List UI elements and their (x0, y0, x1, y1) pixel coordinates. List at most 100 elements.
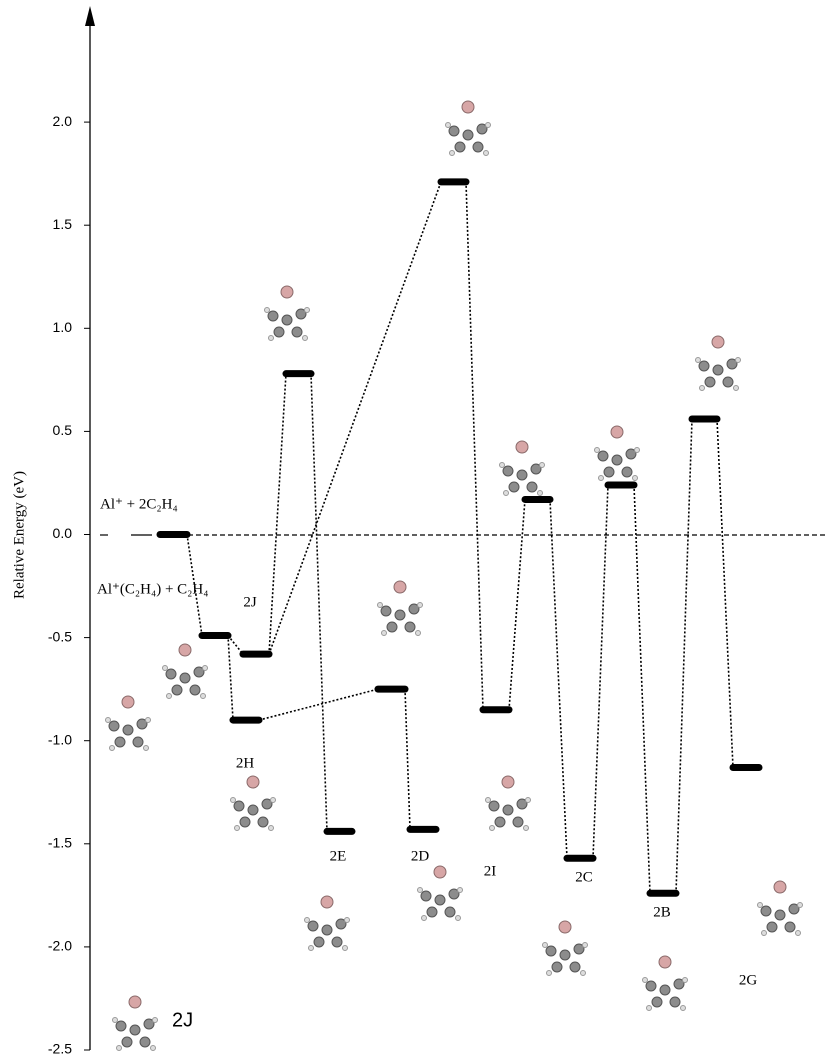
atom (146, 718, 151, 723)
atom (123, 725, 133, 735)
y-tick-label: 1.0 (53, 319, 73, 335)
atom (281, 286, 293, 298)
atom (473, 142, 483, 152)
atom (305, 308, 310, 313)
atom (683, 978, 688, 983)
atom (543, 943, 548, 948)
molecule (446, 101, 491, 156)
atom (113, 1018, 118, 1023)
level-label: 2J (243, 594, 257, 610)
atom (595, 448, 600, 453)
atom (235, 826, 240, 831)
atom (622, 467, 632, 477)
atom (559, 921, 571, 933)
atom (785, 922, 795, 932)
atom (713, 365, 723, 375)
atom (144, 746, 149, 751)
atom (652, 997, 662, 1007)
atom (458, 888, 463, 893)
atom (517, 470, 527, 480)
atom (248, 805, 258, 815)
connector (717, 419, 733, 767)
atom (117, 1046, 122, 1051)
atom (269, 336, 274, 341)
atom (699, 361, 709, 371)
atom (670, 997, 680, 1007)
atom (201, 694, 206, 699)
atom (240, 817, 250, 827)
y-tick-label: -0.5 (48, 628, 72, 644)
atom (660, 985, 670, 995)
annotation: 2J (172, 1009, 193, 1031)
axis-arrow (85, 6, 95, 26)
atom (166, 669, 176, 679)
atom (140, 1037, 150, 1047)
y-tick-label: -2.0 (48, 938, 72, 954)
connector (269, 182, 441, 654)
level-label: 2G (739, 972, 758, 988)
atom (796, 931, 801, 936)
atom (633, 476, 638, 481)
atom (516, 441, 528, 453)
level-label: 2B (653, 904, 671, 920)
atom (647, 1006, 652, 1011)
molecule (106, 696, 151, 751)
atom (705, 377, 715, 387)
atom (258, 817, 268, 827)
atom (387, 622, 397, 632)
atom (435, 895, 445, 905)
atom (115, 737, 125, 747)
atom (500, 463, 505, 468)
atom (798, 903, 803, 908)
y-tick-label: -1.5 (48, 835, 72, 851)
atom (524, 826, 529, 831)
atom (612, 455, 622, 465)
atom (153, 1018, 158, 1023)
atom (292, 327, 302, 337)
atom (405, 622, 415, 632)
atom (434, 866, 446, 878)
connector (311, 374, 327, 832)
atom (321, 896, 333, 908)
atom (723, 377, 733, 387)
molecule (543, 921, 588, 976)
atom (308, 921, 318, 931)
y-tick-label: 2.0 (53, 113, 73, 129)
atom (309, 946, 314, 951)
molecule (378, 581, 423, 636)
molecule (305, 896, 350, 951)
atom (231, 798, 236, 803)
atom (418, 888, 423, 893)
atom (455, 142, 465, 152)
atom (345, 918, 350, 923)
atom (456, 916, 461, 921)
atom (446, 123, 451, 128)
atom (546, 946, 556, 956)
atom (314, 937, 324, 947)
y-tick-label: 0.5 (53, 422, 73, 438)
atom (427, 907, 437, 917)
atom (109, 721, 119, 731)
atom (762, 931, 767, 936)
connector (269, 374, 286, 654)
atom (274, 327, 284, 337)
atom (604, 467, 614, 477)
atom (547, 971, 552, 976)
atom (527, 482, 537, 492)
atom (681, 1006, 686, 1011)
atom (484, 151, 489, 156)
atom (504, 491, 509, 496)
atom (151, 1046, 156, 1051)
atom (416, 631, 421, 636)
atom (122, 696, 134, 708)
atom (190, 685, 200, 695)
molecule (265, 286, 310, 341)
atom (271, 798, 276, 803)
atom (265, 308, 270, 313)
molecule (113, 996, 158, 1051)
atom (268, 311, 278, 321)
level-label: Al⁺ + 2C₂H₄ (100, 496, 178, 512)
chart: Relative Energy (eV) 2J 2.01.51.00.50.0-… (0, 0, 828, 1054)
atom (395, 610, 405, 620)
connector (405, 689, 410, 829)
